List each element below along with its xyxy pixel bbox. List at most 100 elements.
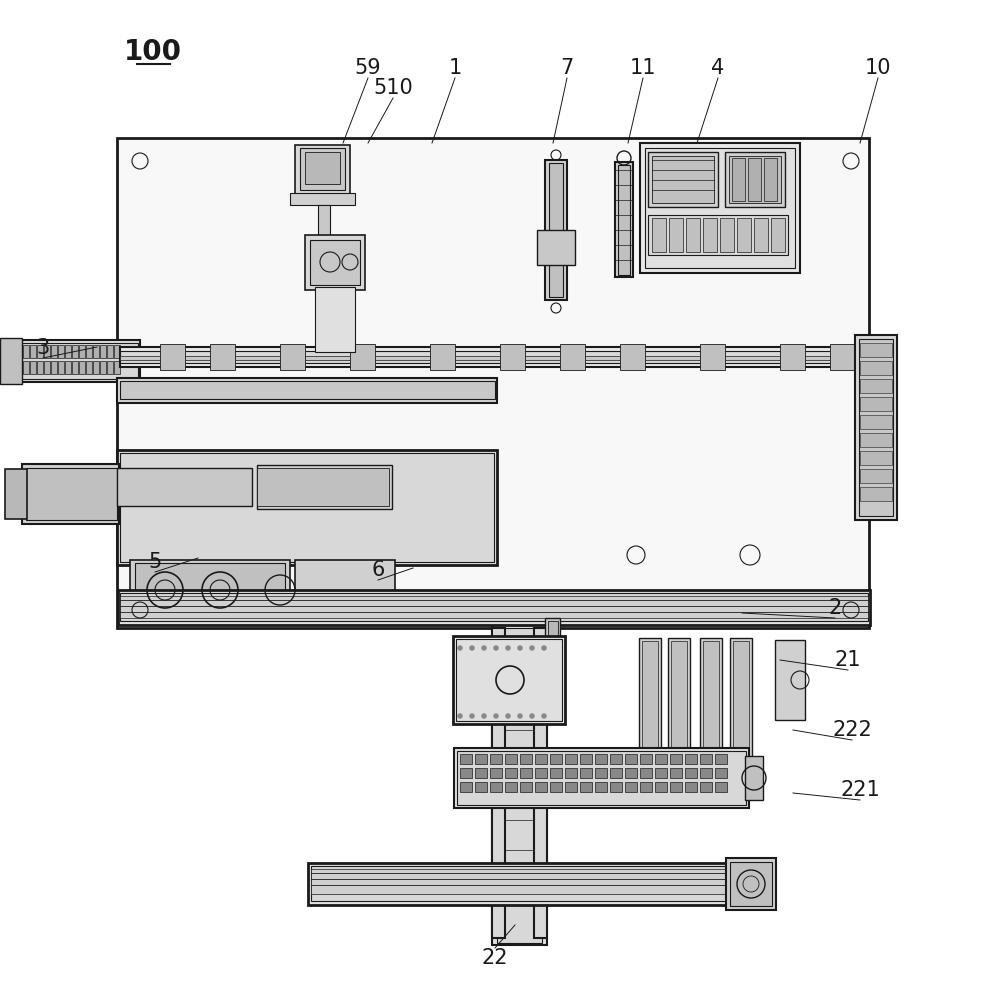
Bar	[550, 768, 562, 778]
Bar	[120, 381, 495, 399]
Circle shape	[470, 646, 475, 650]
Bar	[565, 782, 577, 792]
Bar	[290, 193, 355, 205]
Circle shape	[542, 714, 547, 718]
Bar	[737, 218, 751, 252]
Bar	[51, 345, 57, 358]
Circle shape	[529, 646, 534, 650]
Bar	[79, 361, 85, 374]
Circle shape	[542, 646, 547, 650]
Bar	[580, 782, 592, 792]
Bar	[670, 782, 682, 792]
Bar	[670, 768, 682, 778]
Bar	[120, 453, 494, 562]
Bar	[460, 782, 472, 792]
Bar	[726, 858, 776, 910]
Bar	[640, 143, 800, 273]
Bar	[860, 379, 892, 393]
Bar	[715, 782, 727, 792]
Bar	[625, 782, 637, 792]
Bar	[120, 356, 868, 360]
Bar	[545, 160, 567, 300]
Bar	[475, 754, 487, 764]
Bar	[550, 754, 562, 764]
Text: 221: 221	[840, 780, 880, 800]
Bar	[771, 218, 785, 252]
Bar	[860, 361, 892, 375]
Circle shape	[529, 714, 534, 718]
Bar	[308, 863, 736, 905]
Text: 510: 510	[373, 78, 412, 98]
Bar	[648, 215, 788, 255]
Bar	[640, 768, 652, 778]
Bar	[490, 754, 502, 764]
Bar	[685, 782, 697, 792]
Bar	[859, 339, 893, 516]
Bar	[295, 560, 395, 610]
Text: 6: 6	[371, 560, 385, 580]
Text: 5: 5	[148, 552, 161, 572]
Bar	[730, 638, 752, 758]
Bar	[58, 361, 64, 374]
Bar	[318, 205, 330, 245]
Bar	[257, 468, 389, 506]
Bar	[720, 218, 734, 252]
Bar	[580, 768, 592, 778]
Bar	[117, 378, 497, 403]
Bar	[44, 361, 50, 374]
Text: 21: 21	[835, 650, 861, 670]
Bar	[855, 335, 897, 520]
Bar	[730, 862, 772, 906]
Bar	[520, 754, 532, 764]
Bar	[615, 162, 633, 277]
Bar	[457, 751, 746, 805]
Bar	[120, 596, 868, 618]
Bar	[30, 345, 36, 358]
Bar	[454, 748, 749, 808]
Bar	[625, 768, 637, 778]
Bar	[560, 344, 585, 370]
Bar	[700, 754, 712, 764]
Bar	[44, 345, 50, 358]
Bar	[72, 345, 78, 358]
Text: 4: 4	[711, 58, 725, 78]
Bar	[733, 641, 749, 756]
Bar	[257, 465, 392, 509]
Bar	[100, 361, 106, 374]
Bar	[0, 338, 22, 384]
Bar	[671, 641, 687, 756]
Bar	[652, 218, 666, 252]
Bar	[505, 782, 517, 792]
Bar	[93, 345, 99, 358]
Bar	[130, 560, 290, 610]
Bar	[860, 433, 892, 447]
Bar	[640, 754, 652, 764]
Bar	[505, 754, 517, 764]
Bar	[703, 218, 717, 252]
Bar	[37, 361, 43, 374]
Bar	[305, 235, 365, 290]
Bar	[107, 345, 113, 358]
Bar	[520, 782, 532, 792]
Circle shape	[517, 714, 522, 718]
Bar	[120, 351, 868, 363]
Bar	[117, 468, 252, 506]
Bar	[114, 361, 120, 374]
Bar	[625, 754, 637, 764]
Bar	[535, 768, 547, 778]
Bar	[700, 782, 712, 792]
Text: 10: 10	[864, 58, 891, 78]
Circle shape	[458, 646, 463, 650]
Bar	[86, 361, 92, 374]
Bar	[535, 782, 547, 792]
Bar	[638, 753, 663, 773]
Circle shape	[482, 646, 487, 650]
Text: 7: 7	[561, 58, 574, 78]
Bar	[745, 756, 763, 800]
Bar	[456, 639, 562, 721]
Bar	[210, 344, 235, 370]
Bar	[639, 638, 661, 758]
Bar	[780, 344, 805, 370]
Bar	[0, 340, 140, 382]
Text: 2: 2	[829, 598, 842, 618]
